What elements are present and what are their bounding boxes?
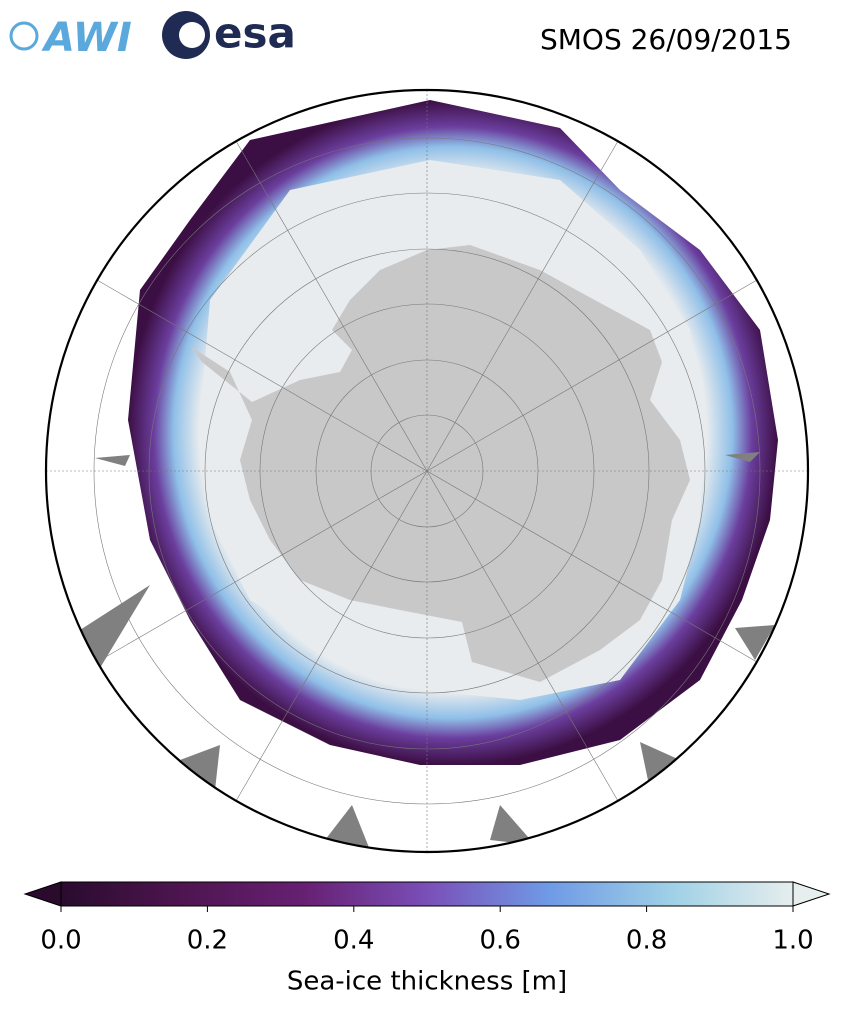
map	[46, 90, 808, 852]
land-fragments	[80, 452, 775, 850]
title: SMOS 26/09/2015	[540, 23, 792, 56]
colorbar-tick-label: 0.4	[333, 926, 374, 956]
awi-logo: AWI	[9, 15, 132, 61]
colorbar-tick-label: 0.0	[40, 926, 81, 956]
colorbar-tick-label: 1.0	[772, 926, 813, 956]
awi-logo-text: AWI	[41, 15, 132, 61]
esa-logo-text: esa	[214, 9, 296, 58]
colorbar-tick-label: 0.6	[480, 926, 521, 956]
colorbar-extend-high	[792, 881, 831, 907]
colorbar-tick-label: 0.8	[626, 926, 667, 956]
colorbar-tick-label: 0.2	[187, 926, 228, 956]
colorbar-label: Sea-ice thickness [m]	[287, 967, 567, 997]
map-boundary	[44, 88, 810, 854]
esa-logo: esa	[162, 9, 296, 59]
colorbar-gradient	[60, 881, 794, 907]
colorbar: Sea-ice thickness [m] 0.0 0.2 0.4 0.6 0.8 1.0	[23, 881, 831, 997]
graticule	[46, 90, 808, 852]
colorbar-extend-low	[23, 881, 62, 907]
